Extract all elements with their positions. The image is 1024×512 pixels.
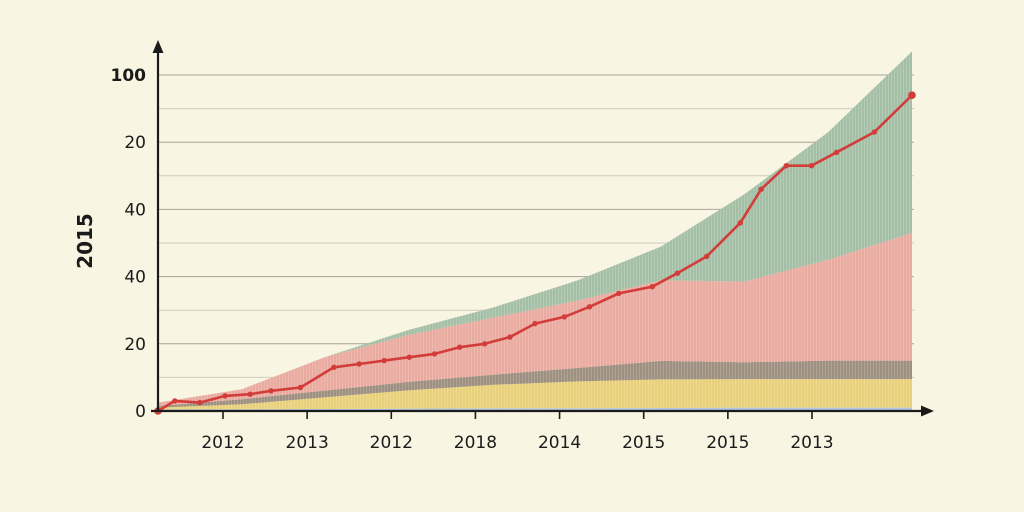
line-point	[197, 399, 203, 406]
line-point	[808, 163, 815, 169]
y-tick-label: 40	[124, 200, 146, 220]
line-point	[758, 186, 764, 192]
line-point	[532, 320, 538, 327]
x-tick-label: 2012	[201, 433, 244, 453]
line-point	[431, 351, 438, 357]
line-point	[783, 163, 789, 169]
y-axis-arrow	[152, 40, 164, 53]
area-series-4-texture	[158, 232, 912, 406]
line-point	[561, 314, 567, 320]
line-point	[586, 304, 593, 310]
x-axis-arrow	[921, 405, 934, 417]
axes	[151, 40, 934, 417]
line-series	[154, 91, 916, 415]
y-axis-label: 2015	[73, 213, 97, 269]
line-point	[356, 361, 362, 367]
area-series-5-texture	[158, 51, 912, 403]
line-point	[908, 91, 916, 99]
area-series-2-texture	[158, 379, 912, 410]
line-point	[833, 149, 840, 155]
x-tick-label: 2013	[790, 433, 833, 453]
line-point	[297, 384, 304, 391]
y-tick-label: 0	[135, 402, 146, 422]
y-tick-label: 20	[124, 133, 146, 153]
x-tick-label: 2013	[286, 433, 329, 453]
line-point	[704, 253, 710, 260]
line-point	[331, 364, 337, 370]
x-tick-label: 2018	[454, 433, 497, 453]
line-point	[381, 357, 387, 364]
line-point	[482, 341, 488, 347]
line-point	[674, 270, 681, 276]
line-point	[268, 388, 274, 394]
x-tick-label: 2012	[370, 433, 413, 453]
line-point	[456, 344, 463, 350]
stacked-areas	[158, 51, 912, 411]
area-series-3-texture	[158, 360, 912, 408]
line-point	[172, 398, 178, 404]
x-tick-label: 2015	[706, 433, 749, 453]
line-point	[649, 284, 655, 290]
line-point	[737, 220, 743, 226]
line-point	[247, 391, 253, 397]
line-point	[507, 334, 513, 340]
x-tick-label: 2014	[538, 433, 581, 453]
x-tick-label: 2015	[622, 433, 665, 453]
line-point	[871, 129, 877, 135]
line-point	[222, 393, 228, 399]
line-point	[616, 290, 622, 297]
y-tick-label: 40	[124, 268, 146, 288]
y-tick-label: 100	[111, 66, 147, 86]
line-point	[406, 354, 412, 360]
gridlines	[158, 74, 914, 378]
tick-labels: 0 20 40 40 20 100 2012 2013 2012 2018 2014 2015 2015…	[111, 66, 834, 453]
y-tick-label: 20	[124, 335, 146, 355]
